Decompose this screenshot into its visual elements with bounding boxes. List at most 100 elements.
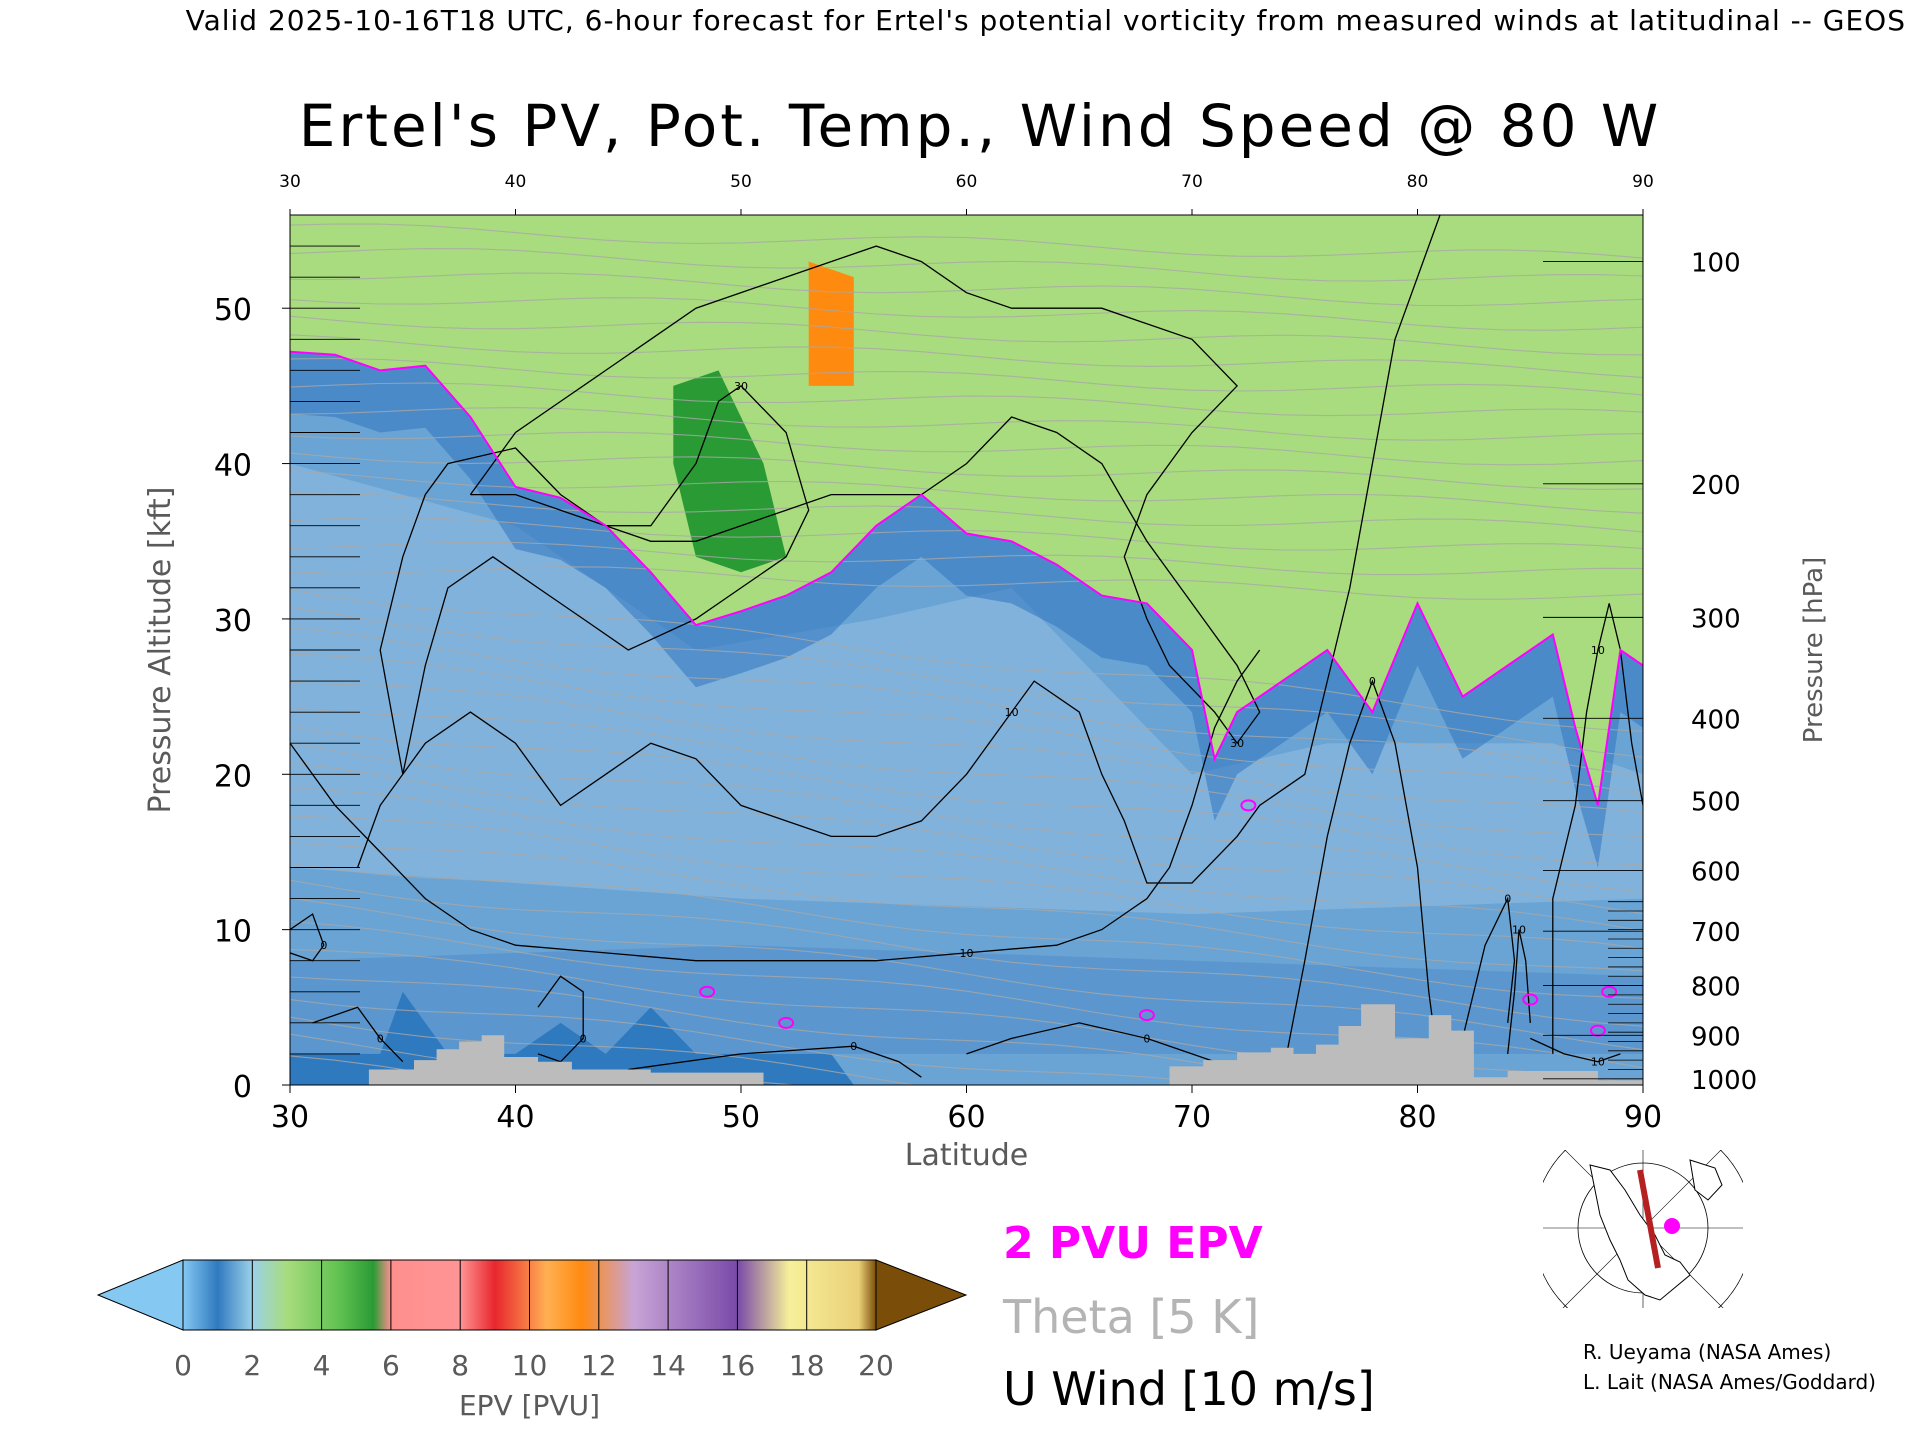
y-tick-label-0: 0 [233,1070,252,1105]
p-tick-label-8: 900 [1691,1022,1741,1052]
theta-contour-7 [290,897,1643,1051]
x-top-label-4: 70 [1181,172,1203,192]
pv2-blob-4 [1522,993,1539,1006]
theta-contour-19 [290,627,1643,778]
legend-wind: U Wind [10 m/s] [1003,1362,1375,1416]
theta-contour-36 [290,248,1643,282]
pv-region-3 [290,215,1643,806]
pv2-line [290,350,1643,806]
colorbar-tick-6: 12 [581,1349,617,1382]
theta-contour-4 [290,976,1340,1085]
x-tick-label-3: 60 [947,1100,985,1135]
p-tick-label-4: 500 [1691,788,1741,818]
credit-ueyama: R. Ueyama (NASA Ames) [1583,1340,1832,1364]
pv2-blob-1 [778,1016,795,1029]
colorbar-tick-1: 2 [243,1349,261,1382]
colorbar-tick-10: 20 [858,1349,894,1382]
y-axis-label: Pressure Altitude [kft] [143,487,178,814]
theta-contour-33 [290,315,1643,356]
theta-contour-10 [290,841,1643,972]
pv-field [290,215,1643,1085]
u-wind-contour-12 [628,1045,922,1078]
theta-contour-34 [290,297,1643,331]
theta-contour-18 [290,653,1643,795]
x-tick-label-6: 90 [1624,1100,1662,1135]
u-wind-contour-8 [312,1006,404,1063]
u-wind-label-8: 0 [377,1032,384,1045]
u-wind-contour-11 [966,1022,1238,1071]
u-wind-contour-9 [1281,679,1441,1078]
map-meridian [1649,1234,1724,1308]
legend-pv2: 2 PVU EPV [1003,1218,1263,1269]
theta-contour-30 [290,382,1643,417]
y-tick-label-5: 50 [214,293,252,328]
colorbar-tick-8: 16 [720,1349,756,1382]
u-wind-contour-13 [1530,1037,1621,1063]
u-wind-contour-6 [290,913,325,962]
y-tick-label-4: 40 [214,449,252,484]
pv-patch-1 [808,261,854,386]
forecast-header: Valid 2025-10-16T18 UTC, 6-hour forecast… [185,4,1906,37]
pv-band-low [290,463,1643,915]
p-tick-label-2: 300 [1691,604,1741,634]
u-wind-label-3: 10 [960,947,974,960]
x-top-label-0: 30 [279,172,301,192]
x-top-label-2: 50 [730,172,752,192]
theta-contour-25 [290,492,1643,533]
colorbar-under-arrow [96,1259,184,1331]
location-map [1543,1150,1743,1308]
u-wind-label-10: 0 [1504,893,1511,906]
theta-contour-37 [290,223,1643,259]
colorbar-tick-5: 10 [512,1349,548,1382]
colorbar: 0 2 4 6 8 10 12 14 16 18 20 EPV [PVU] [96,1259,968,1422]
x-tick-label-0: 30 [271,1100,309,1135]
pv-tropopause-band [290,351,1643,868]
theta-contour-21 [290,589,1643,732]
u-wind-label-9: 0 [1369,675,1376,688]
theta-contour-35 [290,272,1643,307]
u-wind-contour-1 [469,245,1261,745]
u-wind-label-1: 30 [1230,737,1244,750]
u-wind-label-7: 0 [580,1032,587,1045]
y-tick-label-3: 30 [214,604,252,639]
u-wind-label-12: 0 [850,1040,857,1053]
y-tick-label-2: 20 [214,759,252,794]
theta-contour-12 [290,787,1643,932]
theta-contour-2 [290,1016,917,1085]
x-top-label-1: 40 [505,172,527,192]
colorbar-tick-3: 6 [382,1349,400,1382]
colorbar-tick-0: 0 [174,1349,192,1382]
x-tick-label-5: 80 [1398,1100,1436,1135]
u-wind-contour-10 [1461,896,1516,1039]
credit-lait: L. Lait (NASA Ames/Goddard) [1583,1370,1876,1394]
x-top-label-3: 60 [956,172,978,192]
map-marker [1664,1218,1680,1234]
colorbar-label: EPV [PVU] [459,1389,600,1422]
pv2-blob-3 [1240,799,1257,812]
u-wind-label-2: 10 [1005,706,1019,719]
theta-contour-23 [290,541,1643,576]
contour-overlays: 30 30 10 10 10 10 0 0 0 0 0 0 0 10 [290,215,1643,1085]
theta-contour-24 [290,517,1643,551]
theta-contour-8 [290,879,1643,1027]
pv-patch-0 [673,370,787,573]
x-tick-label-4: 70 [1173,1100,1211,1135]
u-wind-label-11: 0 [1143,1032,1150,1045]
colorbar-tick-4: 8 [451,1349,469,1382]
pv2-blob-0 [699,985,716,998]
u-wind-label-13: 10 [1591,1056,1605,1069]
p-tick-label-9: 1000 [1691,1066,1757,1096]
pv2-blob-2 [1138,1009,1155,1022]
u-wind-contour-0 [379,385,810,775]
u-wind-label-4: 10 [1591,644,1605,657]
u-wind-contour-5 [1507,929,1531,1054]
theta-contour-17 [290,681,1643,814]
theta-contour-28 [290,431,1643,466]
map-section-line [1637,1169,1661,1269]
p-tick-label-1: 200 [1691,471,1741,501]
map-coastlines [1589,1159,1723,1301]
x-axis-label: Latitude [905,1138,1028,1173]
x-tick-label-2: 50 [722,1100,760,1135]
y-tick-label-1: 10 [214,915,252,950]
